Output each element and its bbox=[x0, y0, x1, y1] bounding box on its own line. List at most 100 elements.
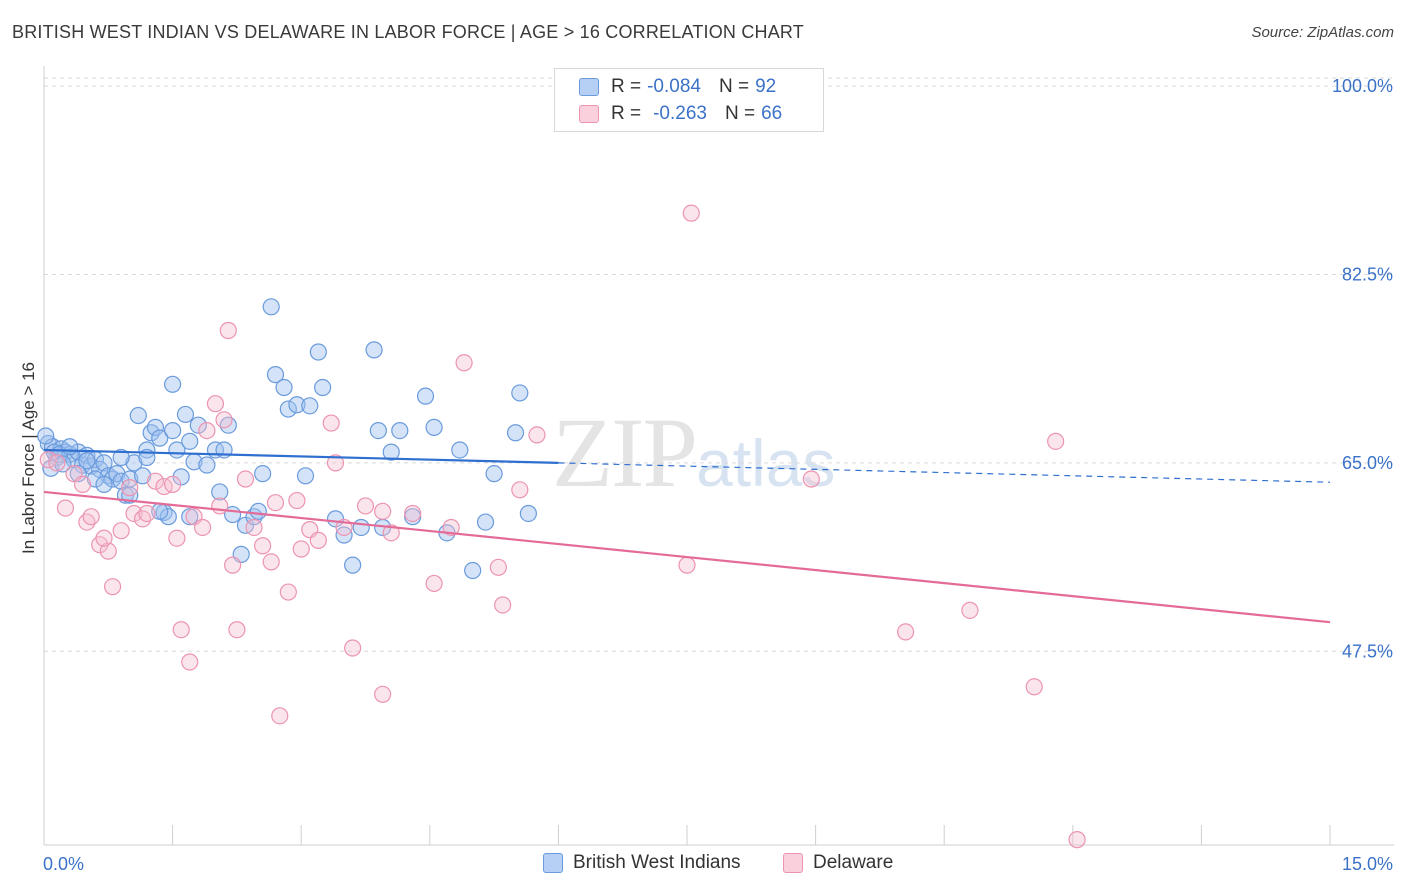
trend-line-british-west-indians-extended bbox=[558, 462, 1331, 483]
data-point-delaware bbox=[48, 454, 66, 472]
data-point-delaware bbox=[194, 518, 212, 537]
data-point-delaware bbox=[961, 601, 979, 619]
data-point-delaware bbox=[511, 481, 529, 499]
y-tick-label: 100.0% bbox=[1332, 76, 1393, 96]
data-point-delaware bbox=[206, 395, 225, 413]
data-point-delaware bbox=[356, 497, 375, 515]
data-point-british-west-indians bbox=[275, 378, 293, 397]
gridlines bbox=[44, 77, 1394, 652]
data-point-delaware bbox=[82, 508, 100, 526]
legend-n-label: N = bbox=[724, 103, 756, 124]
data-point-british-west-indians bbox=[506, 424, 525, 442]
bottom-legend-delaware: Delaware bbox=[783, 852, 893, 874]
data-point-british-west-indians bbox=[249, 502, 267, 520]
data-point-delaware bbox=[224, 556, 242, 574]
data-point-british-west-indians bbox=[296, 467, 315, 485]
data-point-delaware bbox=[1047, 432, 1065, 450]
data-point-delaware bbox=[489, 558, 507, 576]
data-point-delaware bbox=[262, 553, 280, 571]
data-point-british-west-indians bbox=[352, 518, 370, 537]
data-point-delaware bbox=[95, 529, 113, 547]
source-label: Source: ZipAtlas.com bbox=[1251, 24, 1394, 41]
data-point-british-west-indians bbox=[181, 432, 199, 450]
data-point-british-west-indians bbox=[519, 504, 537, 523]
data-point-british-west-indians bbox=[301, 397, 319, 415]
data-point-delaware bbox=[682, 204, 700, 222]
y-axis-label: In Labor Force | Age > 16 bbox=[19, 362, 38, 554]
data-point-british-west-indians bbox=[344, 556, 362, 574]
data-point-british-west-indians bbox=[262, 298, 280, 316]
data-point-delaware bbox=[172, 621, 190, 639]
data-point-british-west-indians bbox=[95, 475, 113, 494]
bottom-legend-label: British West Indians bbox=[573, 852, 741, 873]
data-point-delaware bbox=[99, 542, 117, 560]
trend-lines bbox=[43, 448, 1331, 624]
data-point-delaware bbox=[125, 504, 143, 523]
data-point-delaware bbox=[404, 504, 422, 523]
legend-n-value: 92 bbox=[755, 76, 777, 97]
legend-n-value: 66 bbox=[761, 103, 783, 124]
data-point-british-west-indians bbox=[129, 406, 147, 425]
y-tick-label: 65.0% bbox=[1342, 453, 1393, 473]
data-point-delaware bbox=[442, 518, 460, 537]
series-delaware-points bbox=[39, 204, 1086, 849]
data-point-british-west-indians bbox=[151, 429, 169, 447]
data-point-british-west-indians bbox=[266, 366, 285, 384]
data-point-delaware bbox=[112, 522, 130, 540]
bottom-legend-label: Delaware bbox=[813, 852, 894, 873]
data-point-delaware bbox=[236, 470, 255, 488]
legend-r-value: -0.084 bbox=[647, 76, 701, 97]
legend-swatch-blue bbox=[579, 78, 599, 96]
legend-n-label: N = bbox=[718, 76, 750, 97]
data-point-delaware bbox=[254, 537, 272, 555]
data-point-british-west-indians bbox=[112, 448, 130, 467]
data-point-british-west-indians bbox=[37, 427, 55, 445]
data-point-british-west-indians bbox=[211, 483, 229, 501]
data-point-delaware bbox=[344, 639, 362, 657]
data-point-delaware bbox=[802, 470, 820, 488]
data-point-delaware bbox=[425, 574, 443, 593]
data-point-delaware bbox=[309, 531, 327, 549]
data-point-delaware bbox=[245, 518, 263, 537]
data-point-british-west-indians bbox=[164, 421, 182, 440]
data-point-delaware bbox=[494, 596, 512, 614]
axis-labels: 100.0% 82.5% 65.0% 47.5% 0.0% 15.0% In Labor F… bbox=[19, 76, 1393, 874]
data-point-delaware bbox=[146, 472, 165, 490]
data-point-delaware bbox=[288, 491, 306, 510]
axes bbox=[43, 66, 1394, 846]
bottom-legend-british-west-indians: British West Indians bbox=[543, 852, 741, 874]
legend-row-british-west-indians: R = -0.084 N = 92 bbox=[579, 74, 776, 100]
data-point-delaware bbox=[678, 556, 696, 574]
data-point-british-west-indians bbox=[476, 513, 495, 531]
legend-r-label: R = bbox=[611, 76, 642, 97]
data-point-british-west-indians bbox=[198, 456, 216, 474]
data-point-british-west-indians bbox=[61, 438, 79, 456]
data-point-delaware bbox=[228, 621, 246, 639]
data-point-delaware bbox=[528, 426, 546, 444]
data-point-british-west-indians bbox=[382, 443, 400, 461]
data-point-british-west-indians bbox=[181, 508, 199, 526]
data-point-delaware bbox=[211, 497, 229, 515]
legend-r-value: -0.263 bbox=[653, 103, 707, 124]
data-point-delaware bbox=[121, 479, 139, 497]
data-point-british-west-indians bbox=[485, 465, 503, 483]
x-tick-label-right: 15.0% bbox=[1342, 854, 1393, 874]
data-point-delaware bbox=[138, 504, 156, 523]
watermark-zip: ZIP bbox=[552, 397, 698, 508]
legend-swatch-pink bbox=[579, 105, 599, 123]
data-point-delaware bbox=[382, 524, 400, 542]
chart-title: BRITISH WEST INDIAN VS DELAWARE IN LABOR… bbox=[12, 22, 804, 42]
data-point-delaware bbox=[279, 583, 297, 601]
data-point-british-west-indians bbox=[133, 467, 152, 485]
data-point-british-west-indians bbox=[86, 470, 105, 488]
y-tick-label: 47.5% bbox=[1342, 641, 1393, 661]
x-tick-label-left: 0.0% bbox=[43, 854, 84, 874]
data-point-delaware bbox=[1025, 678, 1043, 696]
data-point-british-west-indians bbox=[288, 396, 306, 414]
data-point-delaware bbox=[215, 411, 233, 429]
data-point-british-west-indians bbox=[125, 454, 143, 472]
trend-line-delaware bbox=[43, 490, 1331, 624]
data-point-british-west-indians bbox=[369, 421, 387, 440]
data-point-delaware bbox=[181, 653, 199, 671]
